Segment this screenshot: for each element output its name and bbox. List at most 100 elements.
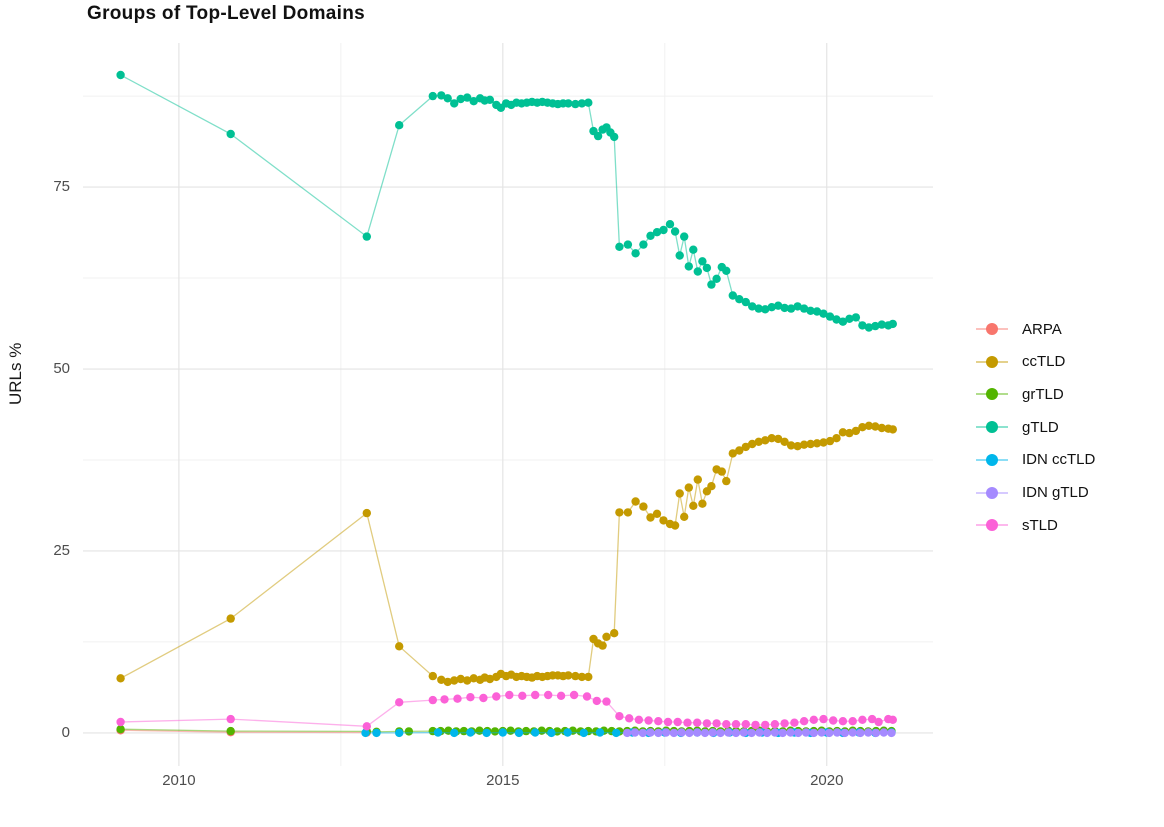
data-point-gtld: [748, 302, 757, 311]
data-point-gtld: [812, 307, 822, 316]
data-point-stld: [761, 720, 770, 730]
data-point-idn-cctld: [450, 728, 459, 738]
data-point-stld: [829, 716, 838, 725]
data-point-cctld: [428, 671, 437, 681]
data-point-idn-gtld: [840, 728, 850, 738]
data-point-stld: [226, 714, 235, 724]
data-point-stld: [693, 718, 702, 727]
data-point-gtld: [793, 302, 802, 311]
data-point-stld: [712, 719, 721, 728]
data-point-gtld: [684, 262, 693, 271]
y-tick-label: 75: [53, 178, 70, 196]
data-point-stld: [625, 714, 634, 723]
legend-item-cctld: ccTLD: [976, 351, 1065, 373]
data-point-cctld: [819, 438, 828, 447]
data-point-idn-cctld: [579, 728, 588, 738]
data-point-cctld: [362, 508, 371, 518]
data-point-stld: [531, 690, 540, 700]
data-point-cctld: [812, 439, 822, 448]
data-point-idn-gtld: [778, 728, 787, 738]
data-point-cctld: [577, 672, 587, 682]
data-point-idn-gtld: [638, 728, 647, 738]
data-point-stld: [741, 720, 750, 729]
data-point-cctld: [832, 434, 841, 443]
data-point-gtld: [665, 220, 675, 229]
data-point-idn-gtld: [700, 728, 710, 738]
data-point-cctld: [877, 423, 886, 433]
data-point-gtld: [610, 132, 619, 142]
data-point-cctld: [623, 508, 633, 517]
y-tick-label: 50: [53, 360, 70, 378]
x-tick-label: 2010: [162, 772, 196, 789]
data-point-gtld: [428, 91, 437, 101]
chart-title: Groups of Top-Level Domains: [87, 3, 365, 24]
data-point-stld: [874, 717, 883, 727]
legend-label: IDN gTLD: [1022, 484, 1089, 501]
data-point-cctld: [670, 521, 680, 530]
y-tick-label: 25: [53, 541, 70, 559]
legend-item-stld: sTLD: [976, 514, 1058, 536]
data-point-cctld: [806, 439, 815, 449]
data-point-gtld: [871, 321, 880, 331]
data-point-cctld: [450, 676, 459, 685]
data-point-idn-gtld: [848, 728, 857, 737]
data-point-idn-cctld: [395, 728, 404, 738]
data-point-idn-gtld: [832, 728, 842, 737]
data-point-idn-cctld: [372, 728, 381, 738]
data-point-gtld: [722, 266, 731, 275]
data-point-stld: [479, 693, 488, 703]
x-tick-label: 2020: [810, 772, 844, 789]
data-point-stld: [702, 719, 712, 728]
data-point-idn-cctld: [547, 728, 556, 738]
data-point-idn-gtld: [801, 728, 811, 737]
data-point-gtld: [799, 304, 809, 313]
data-point-cctld: [652, 509, 662, 518]
data-point-grtld: [116, 725, 125, 734]
data-point-cctld: [722, 476, 731, 486]
data-point-cctld: [675, 489, 684, 498]
data-point-cctld: [838, 428, 848, 437]
data-point-cctld: [469, 674, 478, 683]
data-point-cctld: [463, 676, 472, 685]
data-point-cctld: [698, 499, 707, 508]
data-point-stld: [116, 717, 125, 727]
data-point-gtld: [226, 129, 235, 139]
data-point-stld: [780, 719, 789, 728]
data-point-cctld: [584, 672, 593, 682]
series-idn-gtld: [623, 728, 896, 738]
data-point-idn-gtld: [685, 728, 694, 738]
legend-item-idn-cctld: IDN ccTLD: [976, 449, 1095, 471]
data-point-gtld: [858, 321, 867, 330]
data-point-stld: [440, 695, 449, 704]
data-point-gtld: [564, 99, 573, 108]
data-point-idn-gtld: [879, 728, 888, 737]
data-point-cctld: [707, 482, 716, 491]
data-point-cctld: [443, 677, 452, 687]
data-point-stld: [395, 698, 404, 707]
data-point-cctld: [571, 671, 580, 681]
data-point-gtld: [786, 304, 796, 313]
data-point-gtld: [584, 98, 593, 107]
data-point-idn-cctld: [466, 728, 475, 737]
data-point-stld: [544, 690, 553, 700]
data-point-idn-cctld: [531, 728, 540, 737]
data-point-idn-gtld: [669, 728, 679, 738]
data-point-stld: [615, 712, 624, 721]
data-point-idn-gtld: [731, 728, 741, 738]
data-point-stld: [505, 690, 514, 700]
data-point-stld: [858, 715, 867, 724]
data-point-stld: [722, 720, 731, 729]
x-tick-label: 2015: [486, 772, 520, 789]
data-point-gtld: [615, 242, 624, 251]
data-point-idn-gtld: [630, 728, 640, 737]
data-point-cctld: [456, 674, 465, 684]
data-point-idn-gtld: [623, 728, 632, 738]
data-point-stld: [492, 692, 501, 701]
data-point-stld: [809, 715, 818, 724]
data-point-stld: [790, 718, 799, 727]
data-point-cctld: [693, 475, 702, 484]
data-point-stld: [592, 696, 601, 706]
data-point-idn-gtld: [887, 728, 896, 738]
data-point-gtld: [623, 240, 633, 249]
